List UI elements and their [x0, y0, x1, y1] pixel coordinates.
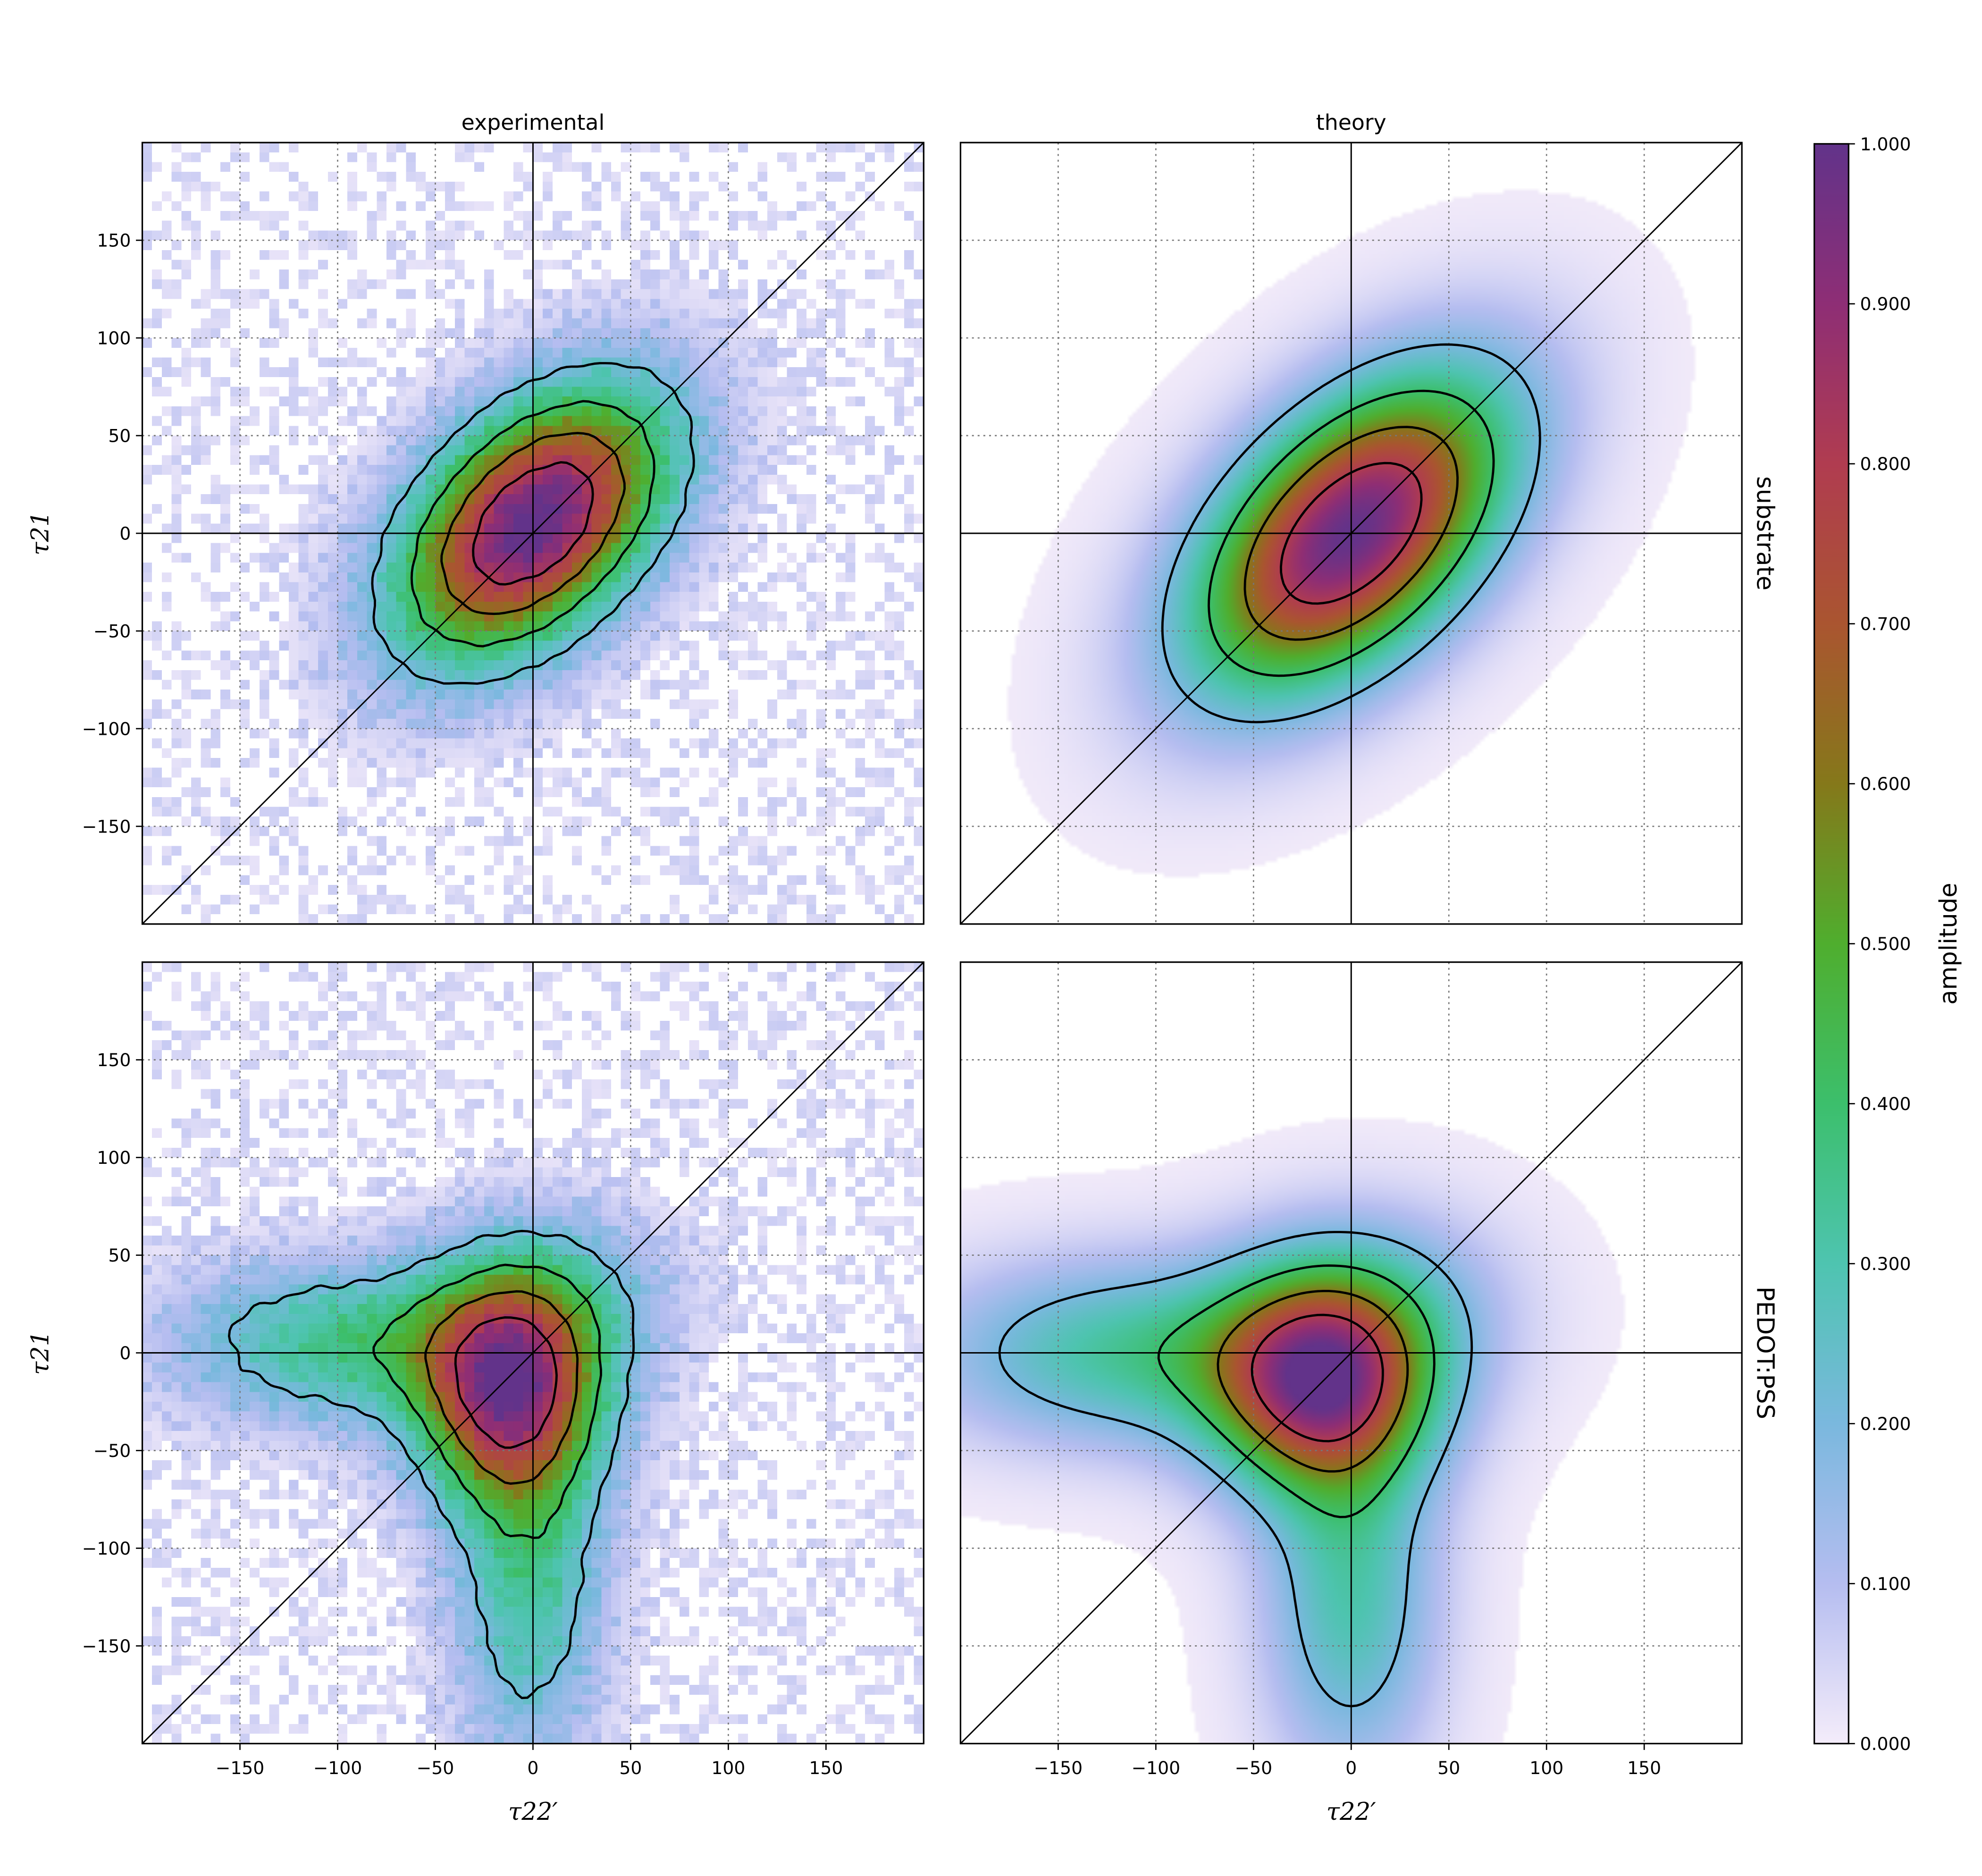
y-tick-label: 0	[119, 1343, 131, 1363]
row-label: substrate	[1751, 476, 1779, 590]
colorbar-tick-label: 0.900	[1860, 294, 1911, 314]
contour-line-0.2	[228, 1229, 635, 1699]
contour-line-0.8	[472, 461, 594, 586]
contour-line-0.2	[371, 362, 695, 685]
contour-line-0.4	[1157, 1264, 1436, 1518]
reference-line-diagonal	[960, 142, 1743, 925]
contour-line-0.8	[1279, 462, 1423, 605]
y-tick-label: −100	[82, 718, 131, 739]
x-tick-label: −50	[417, 1758, 454, 1778]
contour-line-0.2	[1161, 343, 1541, 723]
contour-line-0.2	[998, 1231, 1473, 1708]
colorbar-tick-label: 0.300	[1860, 1253, 1911, 1274]
x-tick-label: 0	[1345, 1758, 1357, 1778]
panel-bottom-left: −150 −100 −50 0 50 100 150 −150 −100 −50 0 50 100 150…	[26, 961, 924, 1826]
contour-line-0.6	[1217, 1289, 1409, 1473]
colorbar-tick-label: 0.800	[1860, 454, 1911, 474]
x-tick-label: 50	[1437, 1758, 1460, 1778]
x-axis-label: τ22′	[1327, 1798, 1376, 1826]
colorbar-tick-label: 0.200	[1860, 1413, 1911, 1434]
colorbar-tick-label: 1.000	[1860, 134, 1911, 154]
contour-line-0.8	[454, 1316, 558, 1449]
colorbar-tick-label: 0.700	[1860, 614, 1911, 634]
row-label: PEDOT:PSS	[1751, 1287, 1779, 1419]
x-tick-label: −150	[1034, 1758, 1083, 1778]
colorbar-tick-label: 0.000	[1860, 1733, 1911, 1754]
colorbar-tick-label: 0.600	[1860, 774, 1911, 794]
y-tick-label: 50	[108, 425, 131, 446]
panel-title: theory	[1316, 110, 1386, 135]
x-tick-label: 150	[809, 1758, 843, 1778]
y-axis-label: τ21	[26, 511, 54, 555]
y-axis-label: τ21	[26, 1331, 54, 1375]
y-tick-label: −150	[82, 1636, 131, 1657]
contour-line-0.6	[440, 432, 626, 615]
y-tick-label: 0	[119, 523, 131, 544]
reference-line-diagonal	[142, 142, 924, 925]
x-tick-label: −150	[216, 1758, 265, 1778]
contour-line-0.8	[1251, 1313, 1384, 1443]
contour-line-0.6	[1243, 426, 1459, 641]
reference-line-diagonal	[142, 961, 924, 1744]
contour-line-0.6	[424, 1290, 579, 1485]
contour-line-0.4	[1208, 389, 1495, 677]
colorbar: 0.000 0.100 0.200 0.300 0.400 0.500 0.600 0.700…	[1814, 134, 1963, 1754]
x-axis-label: τ22′	[508, 1798, 558, 1826]
x-tick-label: 100	[711, 1758, 745, 1778]
reference-line-diagonal	[960, 961, 1743, 1744]
panel-top-left: −150 −100 −50 0 50 100 150 experimental τ21	[26, 110, 924, 925]
panel-title: experimental	[462, 110, 605, 135]
colorbar-label: amplitude	[1935, 883, 1963, 1004]
y-tick-label: 100	[97, 1147, 131, 1168]
panel-bottom-right: −150 −100 −50 0 50 100 150 τ22′ PEDOT:PSS	[959, 961, 1779, 1826]
x-tick-label: 0	[527, 1758, 538, 1778]
x-tick-label: −50	[1235, 1758, 1273, 1778]
y-tick-label: −50	[93, 1440, 131, 1461]
x-tick-label: 50	[619, 1758, 642, 1778]
y-tick-label: 50	[108, 1245, 131, 1266]
y-tick-label: 100	[97, 328, 131, 349]
x-tick-label: 100	[1529, 1758, 1563, 1778]
panel-top-right: theory substrate	[959, 110, 1779, 925]
colorbar-tick-label: 0.500	[1860, 934, 1911, 954]
contour-line-0.4	[410, 400, 655, 648]
y-tick-label: 150	[97, 230, 131, 251]
axes-frame	[959, 142, 1743, 925]
colorbar-tick-label: 0.400	[1860, 1094, 1911, 1114]
y-tick-label: 150	[97, 1050, 131, 1070]
x-tick-label: 150	[1627, 1758, 1661, 1778]
panels: −150 −100 −50 0 50 100 150 experimental τ21 theor…	[26, 110, 1779, 1826]
y-tick-label: −50	[93, 621, 131, 641]
y-tick-label: −100	[82, 1538, 131, 1559]
x-tick-label: −100	[313, 1758, 362, 1778]
y-tick-label: −150	[82, 816, 131, 837]
x-tick-label: −100	[1132, 1758, 1181, 1778]
colorbar-tick-label: 0.100	[1860, 1573, 1911, 1594]
colorbar-bar	[1814, 143, 1849, 1745]
